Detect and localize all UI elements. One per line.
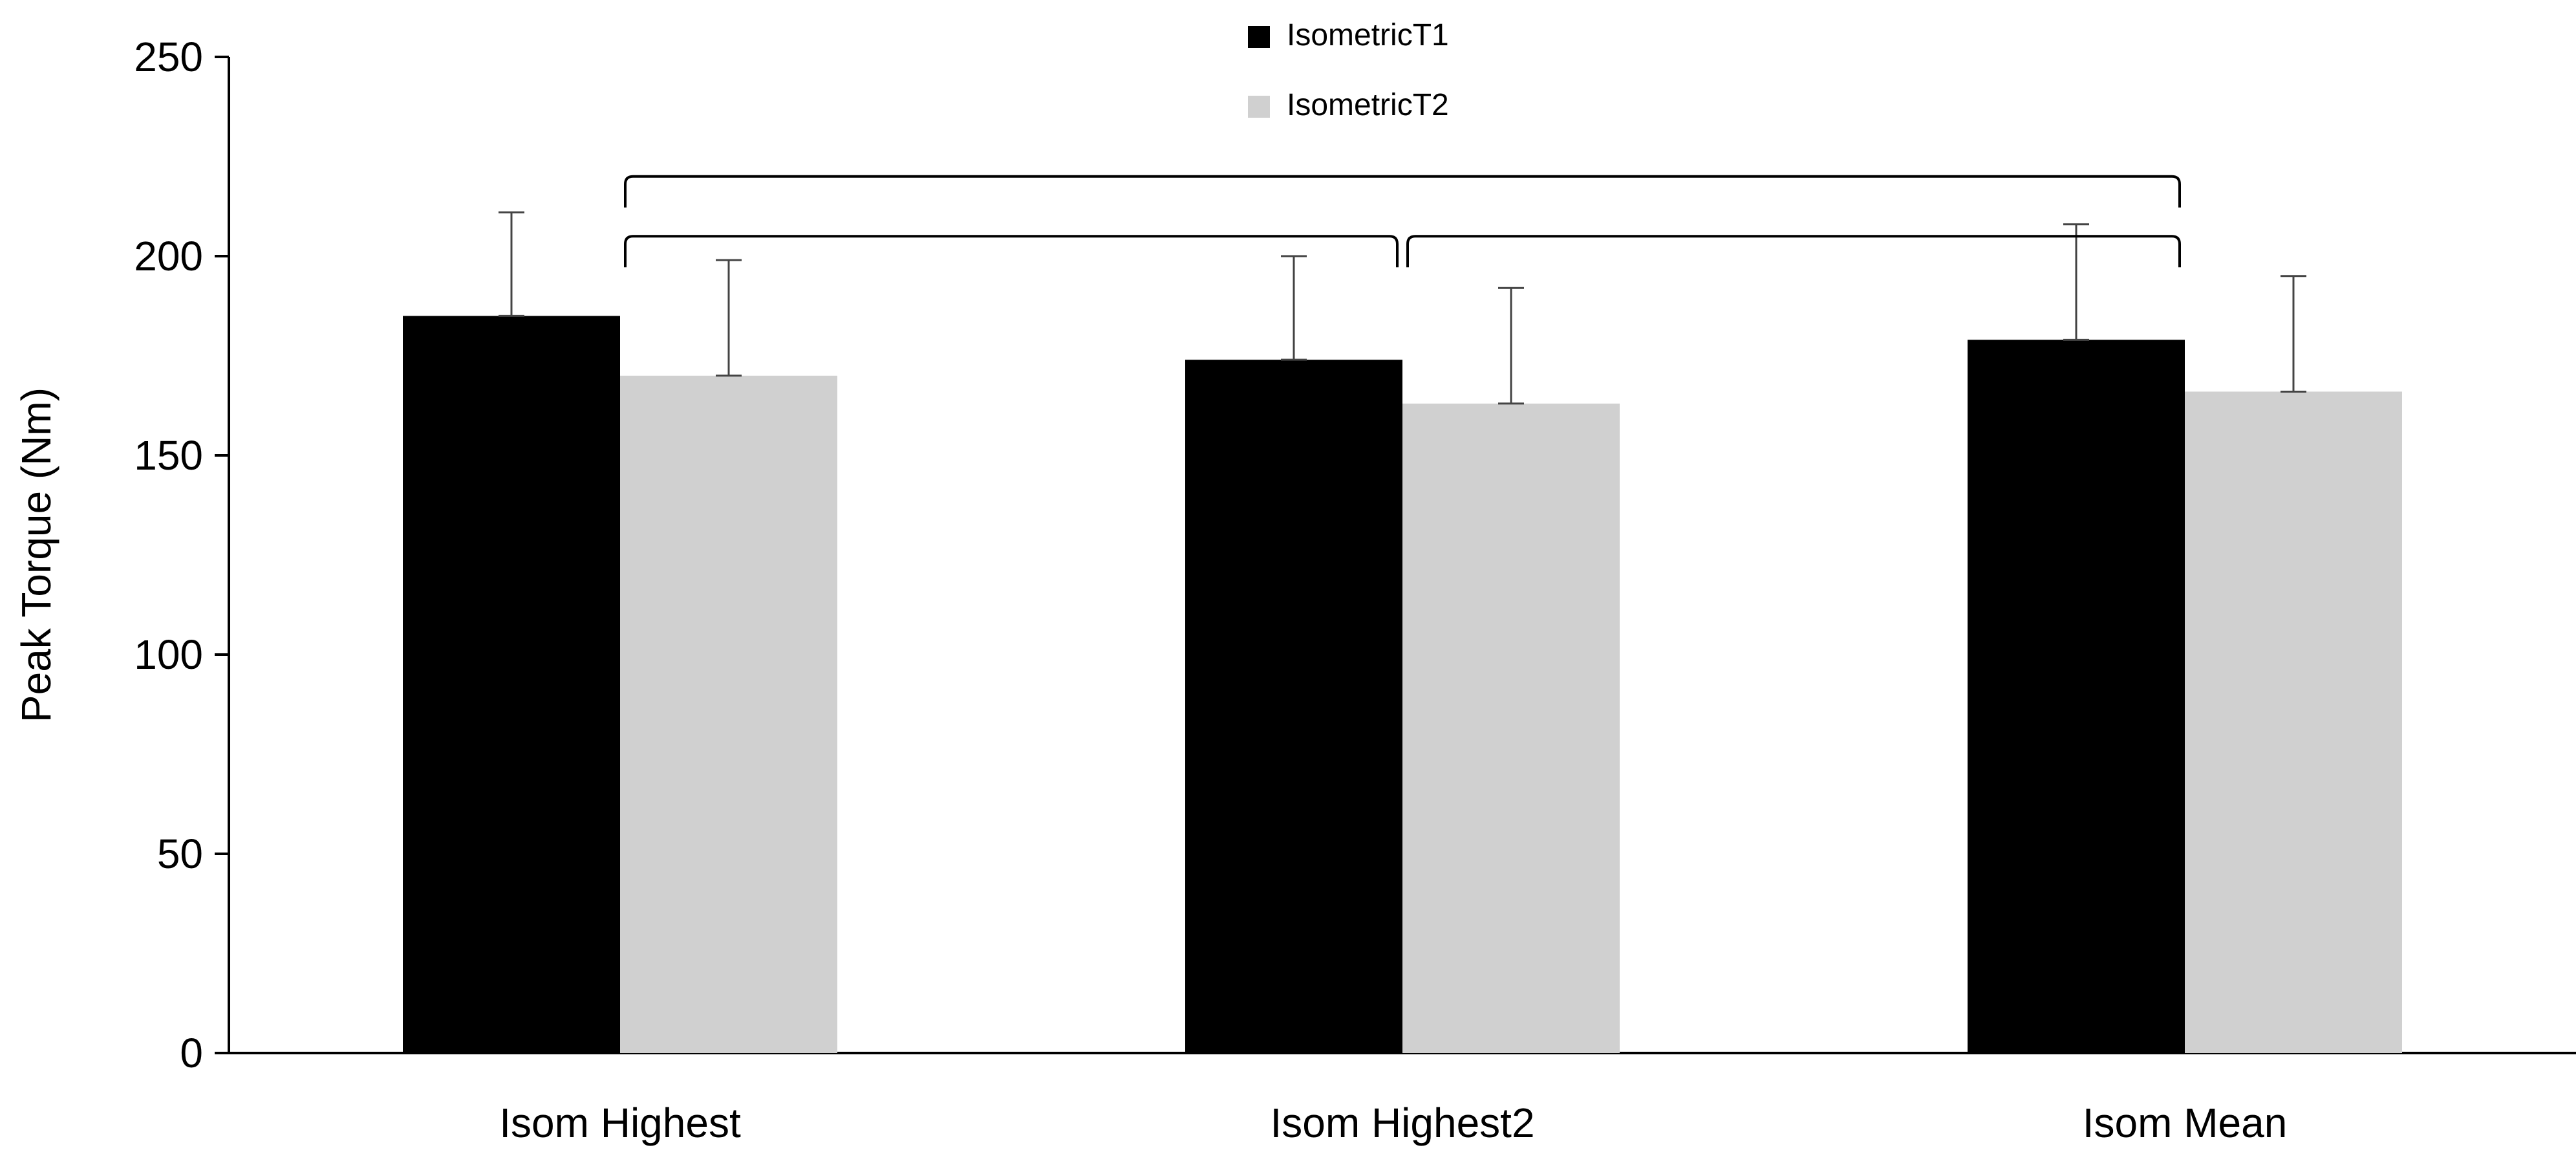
legend-label-isometric-t2: IsometricT2 bbox=[1287, 88, 1449, 122]
error-bar bbox=[1281, 255, 1307, 361]
error-bar bbox=[499, 211, 524, 317]
x-category-label: Isom Mean bbox=[2083, 1100, 2288, 1146]
y-ticks: 0 50 100 150 200 250 bbox=[134, 34, 229, 1076]
bar-isometrict2-2 bbox=[2185, 391, 2402, 1053]
y-tick-label: 250 bbox=[134, 34, 203, 80]
error-bars bbox=[499, 211, 2306, 405]
y-tick-label: 150 bbox=[134, 432, 203, 479]
y-tick-label: 0 bbox=[180, 1030, 203, 1076]
significance-brackets bbox=[624, 175, 2181, 268]
x-category-label: Isom Highest bbox=[499, 1100, 741, 1146]
error-bar bbox=[716, 259, 742, 377]
y-tick-label: 200 bbox=[134, 233, 203, 279]
significance-bracket bbox=[624, 175, 2181, 208]
error-bar bbox=[2281, 275, 2306, 393]
legend: IsometricT1 IsometricT2 bbox=[1248, 18, 1449, 122]
bar-isometrict1-2 bbox=[1968, 340, 2185, 1053]
y-tick-label: 100 bbox=[134, 631, 203, 678]
significance-bracket bbox=[624, 235, 1399, 268]
category-labels: Isom Highest Isom Highest2 Isom Mean bbox=[499, 1100, 2287, 1146]
significance-bracket bbox=[1406, 235, 2181, 268]
bars bbox=[403, 316, 2402, 1054]
error-bar bbox=[2063, 223, 2089, 341]
bar-isometrict1-0 bbox=[403, 316, 620, 1053]
x-category-label: Isom Highest2 bbox=[1270, 1100, 1534, 1146]
legend-swatch-isometric-t2 bbox=[1248, 96, 1270, 118]
legend-swatch-isometric-t1 bbox=[1248, 26, 1270, 48]
bar-isometrict2-1 bbox=[1402, 403, 1620, 1053]
bar-isometrict1-1 bbox=[1185, 360, 1402, 1054]
y-axis-title: Peak Torque (Nm) bbox=[13, 387, 59, 723]
y-tick-label: 50 bbox=[157, 831, 203, 877]
error-bar bbox=[1498, 287, 1524, 405]
bar-isometrict2-0 bbox=[620, 375, 837, 1053]
legend-label-isometric-t1: IsometricT1 bbox=[1287, 18, 1449, 52]
